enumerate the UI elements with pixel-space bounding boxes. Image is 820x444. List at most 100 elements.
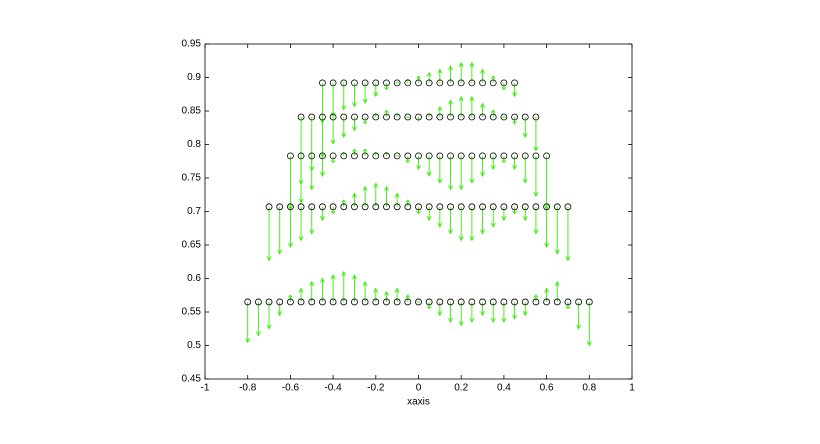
- marker: [329, 79, 337, 87]
- y-tick-label: 0.5: [187, 340, 201, 351]
- marker: [521, 152, 529, 160]
- arrow: [309, 155, 315, 191]
- arrow: [330, 117, 336, 145]
- marker: [415, 298, 422, 306]
- marker: [361, 203, 369, 211]
- arrow: [458, 206, 464, 242]
- marker: [532, 113, 540, 121]
- arrow: [586, 301, 592, 347]
- arrow: [373, 182, 379, 207]
- y-tick-label: 0.75: [182, 173, 202, 184]
- marker: [319, 152, 326, 160]
- marker: [340, 79, 348, 87]
- arrow: [490, 155, 496, 171]
- marker: [436, 152, 444, 160]
- marker: [500, 79, 508, 87]
- marker: [404, 79, 412, 87]
- marker: [286, 203, 294, 211]
- arrow: [480, 102, 485, 118]
- arrow: [352, 82, 357, 108]
- marker: [415, 113, 422, 121]
- arrow: [298, 287, 304, 302]
- arrow: [501, 206, 507, 222]
- x-tick-label: -1: [201, 383, 210, 394]
- arrow: [341, 270, 347, 302]
- arrow: [330, 274, 336, 302]
- arrow: [469, 155, 475, 184]
- marker: [372, 79, 380, 87]
- x-tick-label: -0.4: [324, 383, 342, 394]
- arrow: [394, 287, 400, 302]
- marker: [361, 298, 369, 306]
- marker: [479, 298, 486, 306]
- arrow: [533, 155, 539, 198]
- y-tick-label: 0.65: [182, 240, 202, 251]
- x-tick-label: -0.2: [367, 383, 385, 394]
- marker: [361, 152, 369, 160]
- marker: [404, 113, 412, 121]
- marker: [351, 203, 358, 211]
- arrow: [512, 155, 517, 171]
- marker: [383, 152, 390, 160]
- marker: [340, 113, 348, 121]
- marker: [500, 152, 508, 160]
- marker: [297, 152, 305, 160]
- marker: [319, 203, 326, 211]
- marker: [425, 298, 433, 306]
- arrow: [416, 155, 421, 171]
- marker: [393, 113, 401, 121]
- marker: [468, 79, 476, 87]
- marker: [372, 203, 380, 211]
- y-tick-label: 0.55: [182, 307, 202, 318]
- marker: [543, 203, 550, 211]
- y-tick-label: 0.45: [182, 374, 202, 385]
- marker: [436, 113, 444, 121]
- arrow: [298, 206, 304, 242]
- marker: [340, 152, 348, 160]
- marker: [479, 152, 486, 160]
- marker: [329, 203, 337, 211]
- y-tick-label: 0.8: [187, 139, 201, 150]
- marker: [308, 152, 316, 160]
- marker: [415, 79, 422, 87]
- marker: [511, 79, 518, 87]
- marker: [393, 79, 401, 87]
- marker: [500, 298, 508, 306]
- arrow: [522, 206, 528, 222]
- marker: [297, 298, 305, 306]
- marker: [383, 203, 390, 211]
- arrow: [565, 206, 571, 262]
- arrow: [309, 206, 315, 235]
- marker: [372, 152, 380, 160]
- x-tick-label: 0.2: [454, 383, 468, 394]
- marker: [447, 113, 454, 121]
- arrow: [480, 68, 485, 83]
- marker: [361, 113, 369, 121]
- marker: [543, 152, 550, 160]
- marker: [436, 298, 444, 306]
- arrow: [384, 290, 389, 302]
- marker: [319, 298, 326, 306]
- marker: [468, 203, 476, 211]
- marker: [489, 113, 497, 121]
- x-tick-label: 1: [629, 383, 635, 394]
- arrow: [576, 301, 582, 330]
- arrow: [277, 206, 283, 255]
- marker: [479, 79, 486, 87]
- marker: [254, 298, 262, 306]
- x-tick-label: 0.4: [497, 383, 511, 394]
- arrow: [320, 277, 325, 302]
- marker: [468, 152, 476, 160]
- arrow: [320, 206, 325, 222]
- marker: [297, 203, 305, 211]
- marker: [244, 298, 252, 306]
- marker: [457, 152, 465, 160]
- arrow: [277, 301, 283, 317]
- marker: [457, 113, 465, 121]
- marker: [500, 203, 508, 211]
- marker: [447, 298, 454, 306]
- arrow: [448, 155, 453, 191]
- marker: [329, 113, 337, 121]
- x-tick-label: 0: [416, 383, 422, 394]
